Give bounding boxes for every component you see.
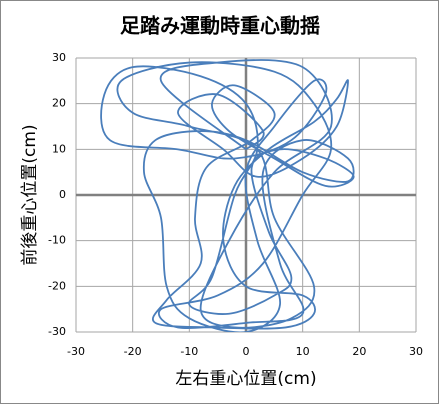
x-axis-label: 左右重心位置(cm): [175, 369, 316, 389]
y-axis-label: 前後重心位置(cm): [20, 124, 40, 265]
x-tick-label: -30: [67, 345, 85, 358]
x-tick-label: 30: [409, 345, 423, 358]
x-tick-label: 10: [296, 345, 310, 358]
y-tick-label: 20: [52, 97, 66, 110]
y-tick-label: 10: [52, 142, 66, 155]
x-tick-label: 20: [352, 345, 366, 358]
y-tick-label: -20: [48, 279, 66, 292]
chart-title: 足踏み運動時重心動揺: [120, 14, 320, 38]
y-tick-label: 30: [52, 51, 66, 64]
sway-line: [100, 59, 355, 332]
x-tick-label: -20: [124, 345, 142, 358]
x-tick-label: 0: [243, 345, 250, 358]
y-tick-label: -30: [48, 325, 66, 338]
y-tick-label: 0: [59, 188, 66, 201]
y-tick-label: -10: [48, 234, 66, 247]
x-tick-label: -10: [180, 345, 198, 358]
